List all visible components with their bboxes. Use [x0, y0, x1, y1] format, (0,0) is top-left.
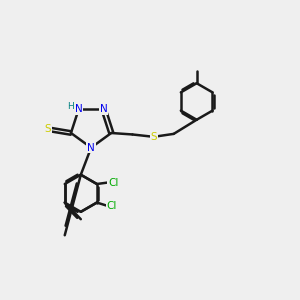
Text: S: S — [150, 132, 157, 142]
Text: Cl: Cl — [106, 200, 117, 211]
Text: N: N — [75, 104, 83, 114]
Text: N: N — [87, 142, 95, 153]
Text: H: H — [67, 102, 74, 111]
Text: S: S — [44, 124, 51, 134]
Text: Cl: Cl — [108, 178, 118, 188]
Text: N: N — [100, 104, 107, 114]
